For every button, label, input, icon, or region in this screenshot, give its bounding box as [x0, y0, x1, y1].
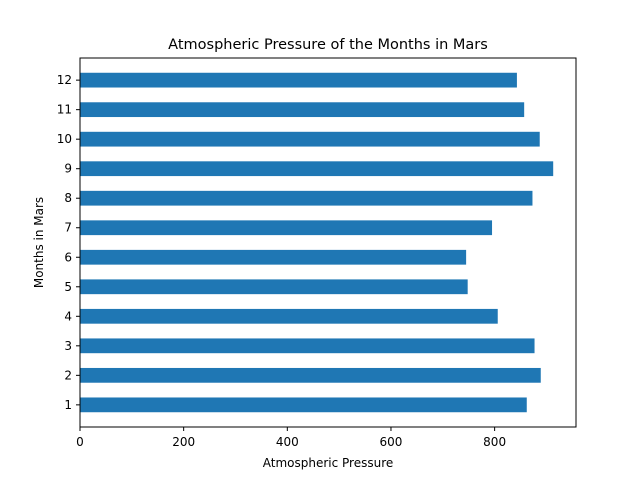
bar-month-4 — [80, 308, 498, 324]
x-tick-label: 800 — [483, 435, 506, 449]
y-tick-label: 4 — [64, 309, 72, 323]
y-tick-label: 11 — [57, 103, 72, 117]
y-tick-label: 3 — [64, 339, 72, 353]
bar-month-12 — [80, 72, 517, 88]
y-tick-label: 6 — [64, 250, 72, 264]
x-tick-label: 600 — [380, 435, 403, 449]
bar-month-9 — [80, 161, 554, 177]
bar-month-2 — [80, 367, 541, 383]
y-tick-label: 7 — [64, 221, 72, 235]
bar-month-1 — [80, 397, 527, 413]
bar-month-10 — [80, 131, 540, 147]
bar-month-3 — [80, 338, 535, 354]
bar-month-11 — [80, 102, 525, 118]
y-tick-label: 9 — [64, 162, 72, 176]
x-axis-label: Atmospheric Pressure — [263, 456, 394, 470]
bars-group — [80, 72, 554, 413]
y-axis-label: Months in Mars — [32, 197, 46, 288]
x-axis-ticks: 0 200 400 600 800 — [76, 427, 506, 449]
y-tick-label: 8 — [64, 191, 72, 205]
bar-month-8 — [80, 190, 533, 206]
x-tick-label: 0 — [76, 435, 84, 449]
bar-month-6 — [80, 249, 467, 265]
bar-month-7 — [80, 220, 493, 236]
y-tick-label: 1 — [64, 398, 72, 412]
y-tick-label: 12 — [57, 73, 72, 87]
x-tick-label: 200 — [172, 435, 195, 449]
x-tick-label: 400 — [276, 435, 299, 449]
chart-title: Atmospheric Pressure of the Months in Ma… — [168, 37, 488, 53]
y-tick-label: 2 — [64, 368, 72, 382]
y-tick-label: 10 — [57, 132, 72, 146]
bar-month-5 — [80, 279, 468, 295]
y-tick-label: 5 — [64, 280, 72, 294]
plot-frame — [79, 57, 577, 428]
